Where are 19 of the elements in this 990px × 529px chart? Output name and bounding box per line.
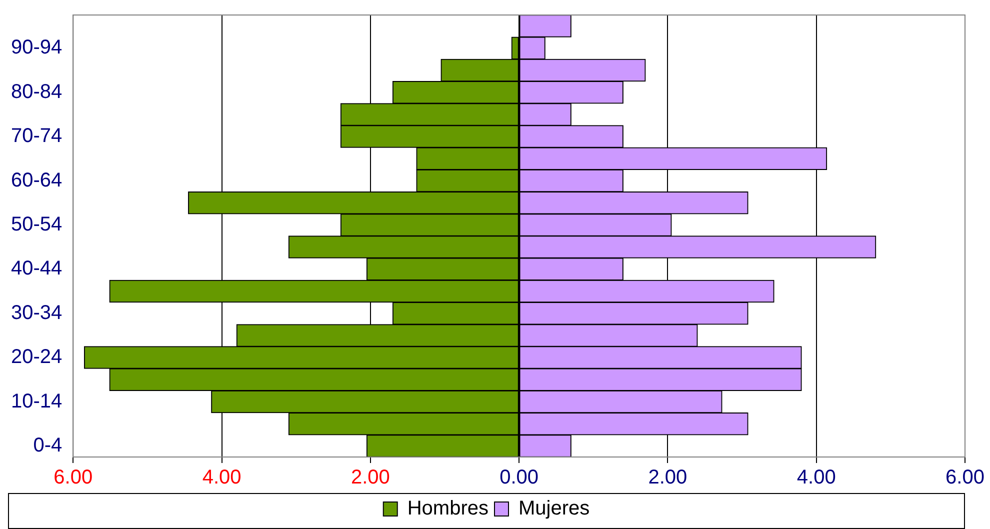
x-tick-label: 6.00 <box>54 466 93 489</box>
x-tick-label: 2.00 <box>350 466 390 489</box>
x-tick-label: 4.00 <box>796 466 836 489</box>
y-tick-label: 70-74 <box>10 125 62 148</box>
y-tick-label: 90-94 <box>10 36 62 59</box>
y-tick-label: 40-44 <box>10 258 62 280</box>
y-tick-label: 30-34 <box>10 302 62 324</box>
legend-label: Mujeres <box>518 498 590 520</box>
y-tick-label: 20-24 <box>10 346 62 368</box>
x-tick-label: 4.00 <box>202 466 242 489</box>
legend-label: Hombres <box>407 498 489 520</box>
y-tick-label: 60-64 <box>10 169 62 192</box>
y-tick-label: 10-14 <box>10 390 62 412</box>
y-tick-label: 0-4 <box>33 434 62 456</box>
x-tick-label: 2.00 <box>648 466 688 489</box>
x-tick-label: 0.00 <box>500 466 539 489</box>
y-tick-label: 50-54 <box>10 213 62 236</box>
y-tick-label: 80-84 <box>10 80 62 103</box>
x-tick-label: 6.00 <box>946 466 984 489</box>
